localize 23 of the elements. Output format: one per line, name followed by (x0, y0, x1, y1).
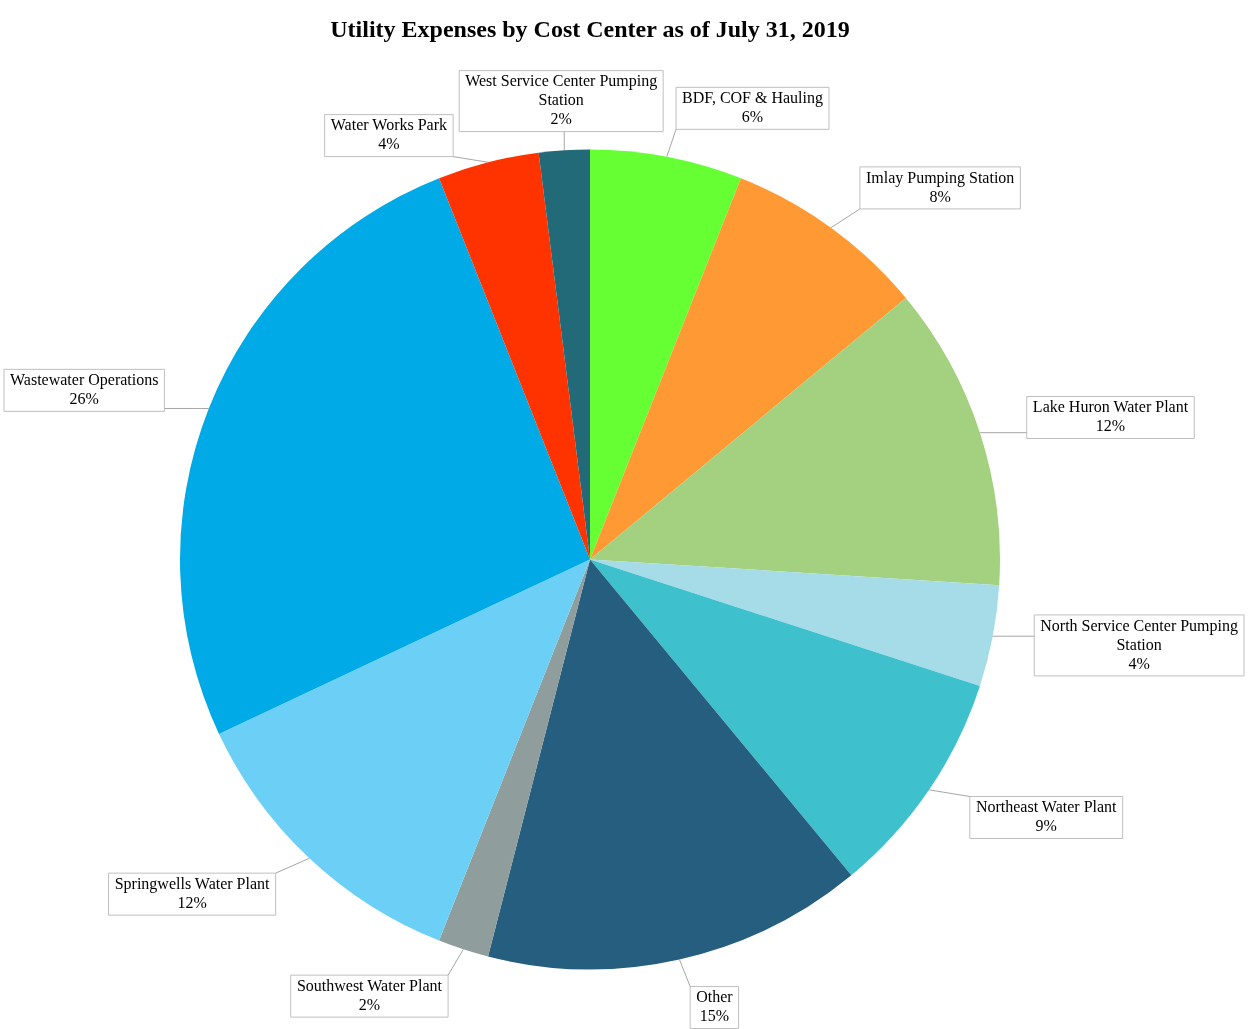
data-label: 2% (550, 110, 572, 128)
slice-label: Northeast Water Plant (975, 798, 1118, 816)
data-label: 12% (1095, 417, 1126, 435)
chart-title: Utility Expenses by Cost Center as of July 31, 2019 (330, 15, 850, 42)
data-label: 4% (378, 135, 400, 153)
slice-label: Other (696, 988, 734, 1006)
slice-label: Southwest Water Plant (296, 976, 443, 994)
slice-label: Imlay Pumping Station (865, 168, 1015, 187)
data-label: 15% (699, 1007, 730, 1025)
slice-label: Springwells Water Plant (114, 874, 271, 893)
data-label: 6% (741, 108, 764, 126)
slice-label: Water Works Park (330, 116, 448, 134)
slice-label: North Service Center Pumping Station (1040, 616, 1238, 653)
data-label: 9% (1035, 817, 1057, 835)
slice-label: BDF, COF & Hauling (682, 89, 824, 108)
slice-label: West Service Center Pumping Station (465, 72, 658, 109)
data-label: 2% (358, 995, 381, 1013)
data-label: 12% (177, 893, 207, 911)
data-label: 4% (1128, 654, 1150, 672)
slice-label: Wastewater Operations (10, 371, 159, 390)
data-label: 8% (929, 187, 951, 205)
slice-label: Lake Huron Water Plant (1032, 398, 1189, 416)
data-label: 26% (69, 390, 99, 408)
